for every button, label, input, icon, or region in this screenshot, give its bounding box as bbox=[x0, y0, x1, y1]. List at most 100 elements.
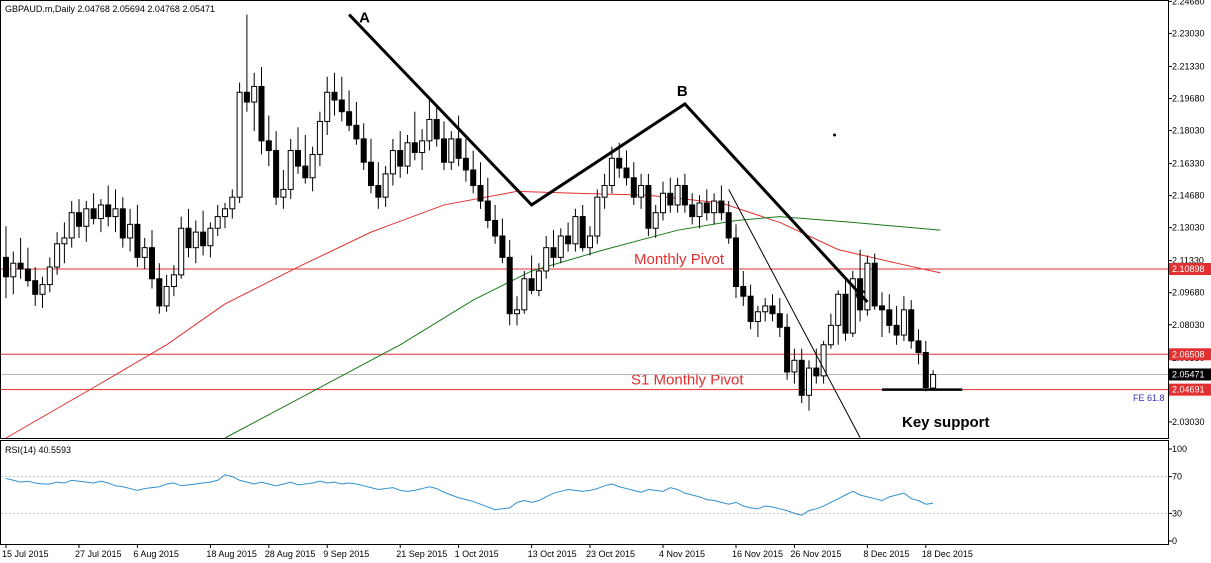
candle-99 bbox=[725, 201, 732, 244]
candle-body-bear bbox=[477, 185, 484, 202]
candle-body-bull bbox=[214, 216, 221, 229]
candle-body-bull bbox=[448, 138, 455, 163]
pattern-label-b: B bbox=[677, 83, 688, 100]
price-tick-label-1: 2.23030 bbox=[1172, 28, 1205, 38]
candle-93 bbox=[681, 173, 688, 213]
price-tick-label-6: 2.14680 bbox=[1172, 191, 1205, 201]
candle-42 bbox=[309, 146, 316, 192]
pivot-lines: 2.10898 Monthly Pivot 2.06508 2.04691 S1 Mon… bbox=[1, 251, 1211, 396]
candle-35 bbox=[258, 67, 265, 155]
time-label-3: 18 Aug 2015 bbox=[206, 549, 257, 559]
candle-body-bear bbox=[886, 309, 893, 326]
candle-body-bear bbox=[893, 324, 900, 336]
candle-body-bear bbox=[733, 237, 739, 288]
candle-78 bbox=[572, 208, 579, 252]
candle-body-bear bbox=[908, 309, 915, 342]
candle-87 bbox=[638, 173, 645, 209]
price-tick-label-10: 2.08030 bbox=[1172, 320, 1205, 330]
candle-body-bear bbox=[550, 247, 557, 258]
candle-126 bbox=[922, 340, 929, 392]
candle-68 bbox=[499, 218, 506, 264]
candle-body-bull bbox=[426, 118, 433, 142]
candle-102 bbox=[747, 284, 754, 330]
candle-body-bear bbox=[76, 212, 82, 227]
ma-line-1 bbox=[224, 216, 941, 439]
pattern-label-a: A bbox=[359, 10, 370, 27]
candle-57 bbox=[419, 129, 426, 170]
candle-body-bull bbox=[163, 286, 170, 307]
trend-line bbox=[728, 189, 861, 438]
candle-65 bbox=[477, 162, 484, 209]
candle-71 bbox=[521, 270, 528, 314]
candle-body-bull bbox=[754, 311, 761, 322]
price-tick-label-2: 2.21330 bbox=[1172, 61, 1205, 71]
rsi-frame bbox=[0, 440, 1169, 545]
candle-37 bbox=[273, 131, 280, 205]
candle-body-bear bbox=[338, 99, 345, 113]
candle-16 bbox=[119, 197, 126, 248]
candle-body-bear bbox=[24, 268, 31, 282]
candle-body-bull bbox=[864, 262, 871, 311]
candle-body-bull bbox=[696, 202, 703, 218]
candle-body-bull bbox=[572, 216, 579, 245]
time-label-11: 16 Nov 2015 bbox=[732, 549, 783, 559]
rsi-panel: 100 70 30 0 bbox=[1, 444, 1187, 546]
candle-27 bbox=[200, 210, 207, 256]
candle-32 bbox=[236, 82, 243, 203]
candle-body-bear bbox=[689, 204, 696, 218]
candle-36 bbox=[265, 115, 272, 167]
candle-79 bbox=[579, 204, 586, 252]
candle-56 bbox=[411, 111, 418, 161]
candle-body-bull bbox=[68, 212, 75, 239]
candle-body-bull bbox=[660, 192, 666, 214]
candle-body-bull bbox=[557, 235, 564, 258]
candle-body-bull bbox=[930, 373, 937, 389]
candle-0 bbox=[3, 226, 9, 299]
candle-body-bear bbox=[506, 256, 513, 315]
time-label-14: 18 Dec 2015 bbox=[922, 549, 973, 559]
candle-body-bear bbox=[411, 142, 418, 153]
candle-body-bear bbox=[105, 204, 112, 218]
candle-body-bull bbox=[236, 91, 243, 198]
candle-114 bbox=[835, 290, 842, 345]
candle-body-bull bbox=[112, 208, 119, 218]
candle-body-bull bbox=[820, 344, 827, 377]
candle-body-bull bbox=[601, 185, 608, 198]
candle-body-bull bbox=[404, 142, 411, 167]
candle-112 bbox=[820, 340, 827, 384]
price-tag-bg-2 bbox=[1169, 383, 1211, 396]
candle-103 bbox=[754, 305, 761, 338]
candle-body-bear bbox=[499, 235, 506, 258]
candle-54 bbox=[397, 131, 404, 178]
candle-24 bbox=[178, 216, 185, 279]
candle-117 bbox=[857, 249, 864, 322]
price-tick-label-5: 2.16330 bbox=[1172, 159, 1205, 169]
candle-82 bbox=[601, 173, 608, 209]
price-tag-0: 2.10898 bbox=[1172, 264, 1205, 274]
candle-body-bear bbox=[368, 161, 374, 187]
rsi-tick-label-0: 100 bbox=[1172, 444, 1187, 454]
candle-122 bbox=[893, 305, 900, 345]
candle-43 bbox=[316, 111, 323, 167]
candle-21 bbox=[156, 263, 163, 314]
candle-body-bull bbox=[521, 278, 528, 311]
price-tag-2: 2.04691 bbox=[1172, 385, 1205, 395]
candle-64 bbox=[470, 150, 477, 194]
candle-body-bull bbox=[83, 208, 90, 227]
price-tag-bg-1 bbox=[1169, 348, 1211, 361]
candle-body-bear bbox=[492, 219, 499, 237]
abc-pattern: A B C bbox=[348, 10, 963, 438]
candle-body-bull bbox=[514, 309, 520, 315]
candle-31 bbox=[229, 189, 236, 219]
candle-14 bbox=[105, 185, 112, 227]
candle-body-bear bbox=[200, 231, 207, 247]
candle-48 bbox=[353, 101, 360, 145]
candle-body-bull bbox=[10, 262, 17, 278]
candle-body-bear bbox=[630, 177, 637, 198]
candle-6 bbox=[46, 257, 53, 293]
candle-50 bbox=[368, 138, 374, 194]
candle-body-bull bbox=[638, 185, 645, 198]
candle-body-bear bbox=[681, 185, 688, 206]
candle-92 bbox=[674, 177, 681, 213]
